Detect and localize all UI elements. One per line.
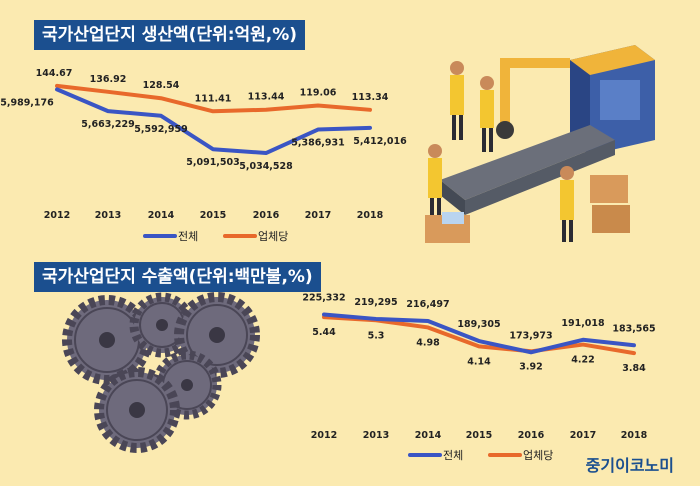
data-label: 5,034,528 <box>239 161 293 172</box>
x-tick-label: 2014 <box>415 430 442 441</box>
data-label: 3.84 <box>622 363 646 374</box>
data-label: 144.67 <box>36 68 73 79</box>
x-tick-label: 2016 <box>253 210 280 221</box>
data-label: 5.44 <box>312 327 336 338</box>
data-label: 128.54 <box>143 80 180 91</box>
gears-illustration <box>62 292 260 453</box>
legend-label: 전체 <box>178 230 198 243</box>
factory-illustration <box>425 45 655 243</box>
data-label: 4.14 <box>467 356 491 367</box>
data-label: 4.98 <box>416 337 440 348</box>
x-tick-label: 2013 <box>95 210 121 221</box>
legend-label: 업체당 <box>258 230 288 243</box>
x-tick-label: 2013 <box>363 430 389 441</box>
data-label: 225,332 <box>302 292 345 303</box>
production-chart-title: 국가산업단지 생산액(단위:억원,%) <box>34 20 306 50</box>
data-label: 5,386,931 <box>291 138 345 149</box>
data-label: 173,973 <box>509 330 552 341</box>
data-label: 4.22 <box>571 355 594 366</box>
data-label: 5,989,176 <box>0 97 54 108</box>
data-label: 5,091,503 <box>186 157 240 168</box>
legend-label: 전체 <box>443 449 463 462</box>
x-tick-label: 2017 <box>570 430 596 441</box>
data-label: 136.92 <box>90 74 127 85</box>
data-label: 113.34 <box>352 92 389 103</box>
x-tick-label: 2015 <box>466 430 492 441</box>
data-label: 113.44 <box>248 92 285 103</box>
data-label: 183,565 <box>612 323 655 334</box>
x-tick-label: 2018 <box>357 210 384 221</box>
brand-logo-text: 중기이코노미 <box>585 456 674 475</box>
data-label: 189,305 <box>457 319 500 330</box>
data-label: 191,018 <box>561 318 605 329</box>
data-label: 5,663,229 <box>81 119 135 130</box>
legend-label: 업체당 <box>523 449 553 462</box>
export-chart-title: 국가산업단지 수출액(단위:백만불,%) <box>34 262 321 292</box>
data-label: 111.41 <box>195 93 232 104</box>
x-tick-label: 2016 <box>518 430 545 441</box>
data-label: 3.92 <box>519 361 542 372</box>
data-label: 119.06 <box>300 87 337 98</box>
data-label: 219,295 <box>354 297 397 308</box>
x-tick-label: 2015 <box>200 210 226 221</box>
data-label: 5,412,016 <box>353 136 407 147</box>
x-tick-label: 2012 <box>311 430 337 441</box>
x-tick-label: 2012 <box>44 210 70 221</box>
data-label: 5.3 <box>368 330 385 341</box>
data-label: 216,497 <box>406 299 449 310</box>
data-label: 5,592,959 <box>134 124 188 135</box>
x-tick-label: 2014 <box>148 210 175 221</box>
x-tick-label: 2018 <box>621 430 648 441</box>
x-tick-label: 2017 <box>305 210 331 221</box>
